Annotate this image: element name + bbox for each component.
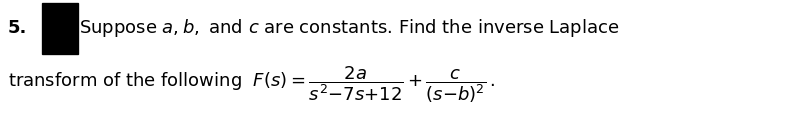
- Bar: [42, 3, 78, 54]
- Text: Suppose $a, b,$ and $c$ are constants. Find the inverse Laplace: Suppose $a, b,$ and $c$ are constants. F…: [79, 17, 619, 39]
- Text: transform of the following  $F(s) = \dfrac{2a}{s^2{-}7s{+}12} + \dfrac{c}{(s{-}b: transform of the following $F(s) = \dfra…: [8, 64, 495, 105]
- Text: 5.: 5.: [8, 19, 27, 37]
